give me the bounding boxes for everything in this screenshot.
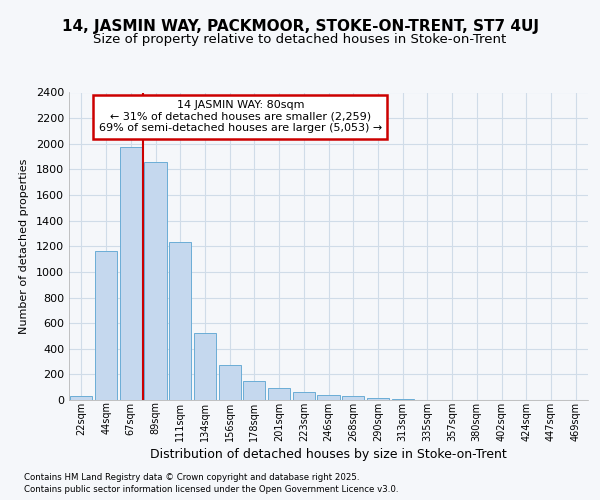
Y-axis label: Number of detached properties: Number of detached properties xyxy=(19,158,29,334)
Bar xyxy=(367,398,389,400)
Bar xyxy=(95,252,117,400)
Text: 14 JASMIN WAY: 80sqm
← 31% of detached houses are smaller (2,259)
69% of semi-de: 14 JASMIN WAY: 80sqm ← 31% of detached h… xyxy=(98,100,382,134)
Text: Size of property relative to detached houses in Stoke-on-Trent: Size of property relative to detached ho… xyxy=(94,32,506,46)
Bar xyxy=(194,332,216,400)
Bar xyxy=(268,388,290,400)
Bar xyxy=(218,365,241,400)
Bar xyxy=(145,162,167,400)
X-axis label: Distribution of detached houses by size in Stoke-on-Trent: Distribution of detached houses by size … xyxy=(150,448,507,460)
Bar xyxy=(317,395,340,400)
Text: 14, JASMIN WAY, PACKMOOR, STOKE-ON-TRENT, ST7 4UJ: 14, JASMIN WAY, PACKMOOR, STOKE-ON-TRENT… xyxy=(62,19,539,34)
Bar xyxy=(119,147,142,400)
Text: Contains public sector information licensed under the Open Government Licence v3: Contains public sector information licen… xyxy=(24,485,398,494)
Bar xyxy=(243,381,265,400)
Bar xyxy=(169,242,191,400)
Bar xyxy=(70,396,92,400)
Bar xyxy=(293,392,315,400)
Bar xyxy=(342,396,364,400)
Text: Contains HM Land Registry data © Crown copyright and database right 2025.: Contains HM Land Registry data © Crown c… xyxy=(24,472,359,482)
